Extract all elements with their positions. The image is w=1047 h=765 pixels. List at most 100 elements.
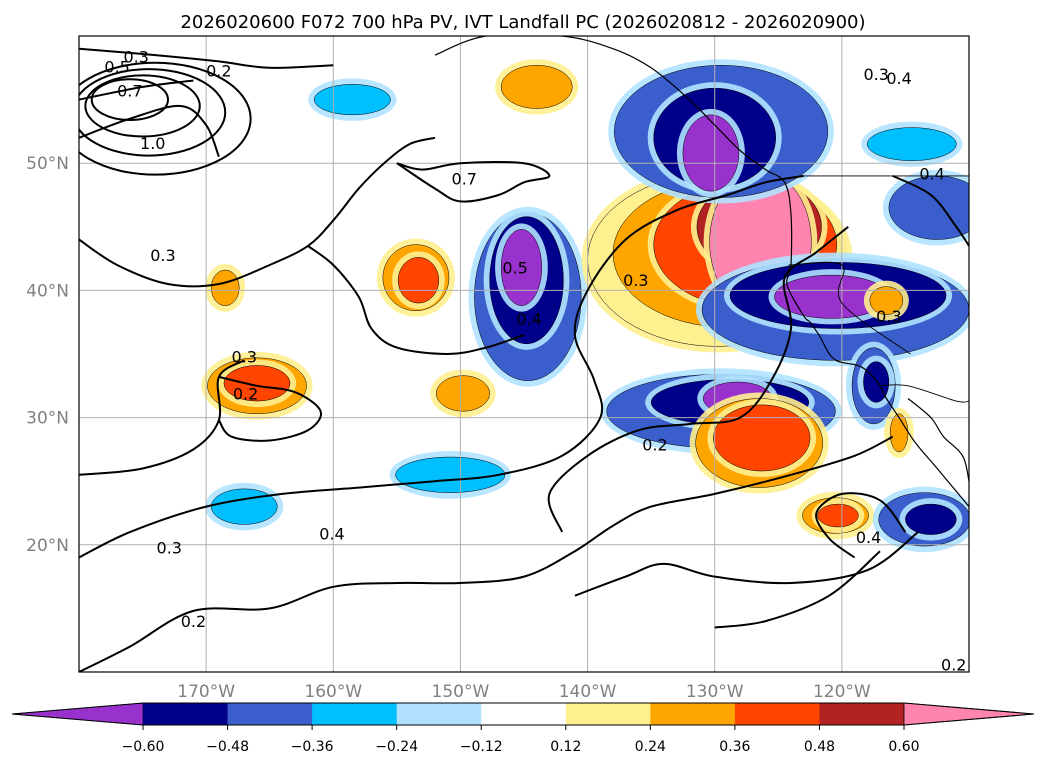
colorbar-extend-high [903, 702, 1035, 726]
field-patch [210, 269, 240, 306]
pv-contour-ring [79, 68, 227, 157]
colorbar-tick-label: 0.36 [719, 739, 750, 755]
contour-label: 0.3 [150, 246, 175, 265]
colorbar-extend-low [11, 702, 144, 726]
pv-contour-line [79, 47, 334, 69]
coastline-segment [907, 398, 969, 482]
contour-label: 0.4 [886, 69, 911, 88]
pv-contour-line [574, 531, 919, 597]
pv-contour-ring [84, 74, 201, 138]
political-border [879, 384, 969, 403]
lon-tick-label: 150°W [432, 682, 490, 702]
map-plot-area: 0.30.20.50.71.00.30.70.30.50.40.30.40.40… [79, 36, 969, 674]
colorbar-segment [227, 703, 313, 725]
political-border [788, 261, 911, 355]
field-patch [817, 503, 859, 528]
colorbar-tick-label: −0.24 [375, 739, 418, 755]
pv-contour-line [714, 550, 881, 629]
contour-label: 0.3 [623, 271, 648, 290]
colorbar-segment [143, 703, 229, 725]
colorbar-tick-label: −0.36 [291, 739, 334, 755]
lon-tick-label: 170°W [177, 682, 235, 702]
field-patch [436, 375, 490, 412]
contour-label: 0.3 [863, 65, 888, 84]
field-patch [889, 413, 909, 453]
contour-label: 0.3 [123, 47, 148, 66]
field-patch [682, 114, 740, 192]
contour-label: 0.5 [502, 259, 527, 278]
contour-label: 0.7 [452, 169, 477, 188]
pv-contour-line [218, 375, 322, 442]
coastline-segment [434, 36, 969, 507]
pv-contour-line [79, 174, 804, 559]
contour-label: 0.3 [157, 538, 182, 557]
colorbar-segment [312, 703, 398, 725]
colorbar-tick-label: 0.24 [635, 739, 666, 755]
pv-contours [79, 47, 969, 672]
lon-tick-label: 120°W [813, 682, 871, 702]
pv-contour-line [396, 160, 551, 203]
contour-label: 0.4 [856, 528, 881, 547]
field-patch [210, 488, 278, 525]
lat-tick-label: 30°N [26, 409, 69, 429]
field-patch [313, 84, 391, 116]
contour-label: 0.4 [319, 524, 344, 543]
field-patch [888, 175, 969, 240]
map-frame [78, 35, 970, 673]
contour-label: 0.2 [206, 61, 231, 80]
colorbar-segment [396, 703, 482, 725]
contour-label: 0.7 [117, 82, 142, 101]
colorbar-tick-label: −0.60 [122, 739, 165, 755]
lon-tick-label: 140°W [559, 682, 617, 702]
lat-tick-label: 40°N [26, 281, 69, 301]
contour-label: 1.0 [140, 134, 165, 153]
contour-label: 0.2 [642, 435, 667, 454]
chart-title: 2026020600 F072 700 hPa PV, IVT Landfall… [180, 12, 865, 33]
contour-label: 0.5 [104, 58, 129, 77]
field-patch [905, 503, 957, 535]
colorbar-tick-label: −0.48 [206, 739, 249, 755]
colorbar-segment [819, 703, 905, 725]
pv-contour-line [79, 435, 894, 672]
field-patch [395, 456, 506, 493]
colorbar: −0.60 −0.48 −0.36 −0.24 −0.12 0.12 0.24 0.36 0.4… [11, 702, 1035, 755]
contour-label: 0.2 [941, 655, 966, 674]
colorbar-tick-label: −0.12 [460, 739, 503, 755]
contour-label: 0.3 [232, 348, 257, 367]
lat-tick-label: 50°N [26, 154, 69, 174]
contour-labels: 0.30.20.50.71.00.30.70.30.50.40.30.40.40… [104, 47, 966, 674]
lat-tick-label: 20°N [26, 536, 69, 556]
colorbar-tick-label: 0.48 [804, 739, 835, 755]
colorbar-segment [565, 703, 651, 725]
contour-label: 0.4 [919, 164, 944, 183]
lon-tick-label: 130°W [686, 682, 744, 702]
contour-label: 0.4 [516, 309, 541, 328]
colorbar-tick-label: 0.60 [888, 739, 919, 755]
field-patch [867, 127, 957, 161]
pv-contour-line [547, 226, 849, 533]
lon-tick-label: 160°W [304, 682, 362, 702]
pv-contour-line [307, 245, 525, 356]
latitude-tick-labels: 50°N 40°N 30°N 20°N [26, 154, 69, 556]
coastlines [434, 36, 969, 507]
pv-contour-line [79, 359, 245, 476]
contour-label: 0.2 [233, 384, 258, 403]
field-patch [713, 404, 811, 472]
colorbar-segment [734, 703, 820, 725]
pv-contour-ring [79, 61, 252, 176]
longitude-tick-labels: 170°W 160°W 150°W 140°W 130°W 120°W [177, 682, 871, 702]
contour-label: 0.3 [876, 307, 901, 326]
field-patch [500, 65, 573, 109]
pv-contour-line [892, 174, 969, 247]
field-patch [397, 257, 440, 304]
field-patch [500, 229, 543, 306]
colorbar-segment [481, 703, 567, 725]
pv-contour-line [79, 104, 220, 158]
field-patch [869, 286, 904, 315]
colorbar-segment [650, 703, 736, 725]
pv-contour-ring [90, 78, 170, 121]
contour-label: 0.2 [181, 612, 206, 631]
pv-contour-line [815, 492, 907, 559]
colorbar-tick-label: 0.12 [550, 739, 581, 755]
